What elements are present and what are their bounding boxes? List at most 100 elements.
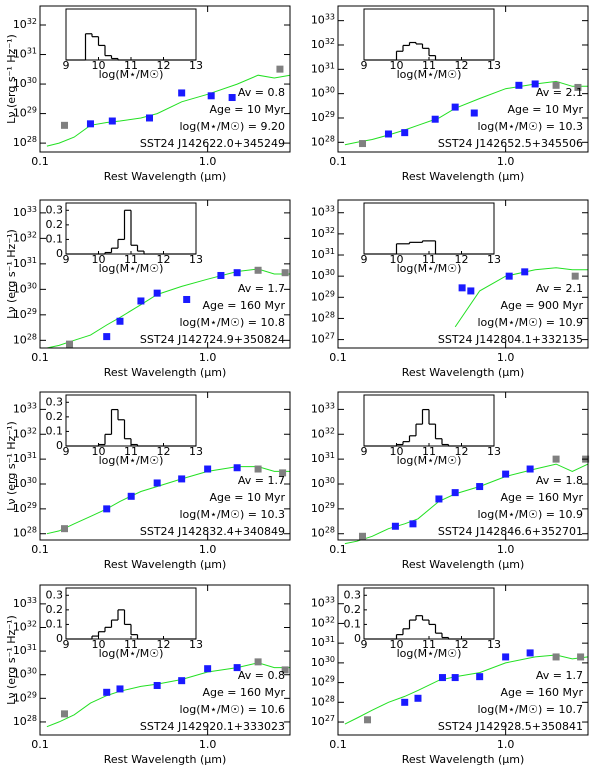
photometry-point	[435, 495, 443, 503]
y-tick-label: 1029	[311, 289, 335, 304]
plot-frame	[39, 199, 291, 349]
y-tick-label: 1031	[13, 643, 37, 658]
inset-x-tick-label: 11	[422, 59, 436, 72]
photometry-point	[552, 455, 560, 463]
y-tick-label: 1031	[311, 635, 335, 650]
inset-y-tick-label: 0	[56, 247, 63, 260]
plot-frame	[337, 199, 589, 349]
inset-x-label: log(M⋆/M☉)	[397, 68, 462, 81]
inset-x-label: log(M⋆/M☉)	[397, 262, 462, 275]
y-tick-label: 1031	[311, 247, 335, 262]
annotation: log(M⋆/M☉) = 10.3	[180, 508, 286, 521]
inset-y-tick-label: 0	[56, 632, 63, 645]
y-tick-label: 1029	[311, 109, 335, 124]
photometry-point	[276, 65, 284, 73]
y-tick-label: 1030	[13, 76, 37, 91]
photometry-point	[116, 685, 124, 693]
photometry-point	[178, 475, 186, 483]
inset-x-tick-label: 13	[189, 253, 203, 266]
annotation: SST24 J142920.1+333023	[140, 720, 285, 733]
inset-x-tick-label: 9	[63, 445, 70, 458]
y-tick-label: 1033	[311, 12, 335, 27]
photometry-point	[137, 297, 145, 305]
inset-y-tick-label: 0.3	[344, 588, 362, 601]
photometry-point	[577, 653, 585, 661]
inset-x-tick-label: 9	[361, 59, 368, 72]
inset-x-tick-label: 10	[390, 59, 404, 72]
inset-x-tick-label: 11	[422, 253, 436, 266]
y-tick-label: 1030	[311, 475, 335, 490]
panel: 0.1 1.0 Rest Wavelength (μm) 1028 1029 1030 10…	[5, 584, 291, 766]
annotation: SST24 J142832.4+340849	[140, 525, 285, 538]
plot-frame	[39, 391, 291, 541]
photometry-point	[233, 664, 241, 672]
photometry-point	[521, 268, 529, 276]
y-tick-label: 1033	[13, 595, 37, 610]
photometry-point	[552, 81, 560, 89]
y-tick-label: 1028	[13, 525, 37, 540]
x-axis-label: Rest Wavelength (μm)	[104, 170, 227, 183]
inset-y-tick-label: 0	[56, 439, 63, 452]
inset-x-tick-label: 12	[455, 638, 469, 651]
y-tick-label: 1030	[13, 666, 37, 681]
annotation: log(M⋆/M☉) = 10.6	[180, 703, 286, 716]
inset-frame	[363, 587, 495, 640]
photometry-point	[233, 269, 241, 277]
photometry-point	[86, 120, 94, 128]
x-tick-label: 0.1	[31, 543, 49, 556]
model-sed	[344, 463, 589, 545]
y-tick-label: 1031	[311, 61, 335, 76]
y-tick-label: 1031	[13, 255, 37, 270]
photometry-point	[178, 89, 186, 97]
annotation: log(M⋆/M☉) = 10.9	[478, 316, 584, 329]
photometry-point	[183, 295, 191, 303]
y-tick-label: 1030	[311, 268, 335, 283]
y-axis-label: Lν (erg s⁻¹ Hz⁻¹)	[5, 615, 18, 705]
y-tick-label: 1027	[311, 714, 335, 729]
inset-x-label: log(M⋆/M☉)	[99, 68, 164, 81]
photometry-point	[451, 103, 459, 111]
photometry-point	[254, 266, 262, 274]
y-tick-label: 1032	[13, 426, 37, 441]
annotation: Av = 1.7	[238, 282, 285, 295]
inset-x-tick-label: 9	[63, 638, 70, 651]
annotation: SST24 J142804.1+332135	[438, 333, 583, 346]
panel: 0.1 1.0 Rest Wavelength (μm) 1028 1029 1030 10…	[5, 5, 291, 183]
y-tick-label: 1029	[13, 500, 37, 515]
y-tick-label: 1033	[13, 204, 37, 219]
annotation: log(M⋆/M☉) = 9.20	[180, 120, 286, 133]
annotation: Av = 0.8	[238, 669, 285, 682]
inset-y-tick-label: 0.2	[46, 603, 64, 616]
y-axis-label: Lν (erg s⁻¹ Hz⁻¹)	[5, 34, 18, 124]
inset-x-tick-label: 11	[124, 253, 138, 266]
x-tick-label: 0.1	[31, 738, 49, 751]
photometry-point	[66, 340, 74, 348]
inset-x-tick-label: 12	[157, 445, 171, 458]
y-tick-label: 1033	[311, 204, 335, 219]
x-tick-label: 1.0	[497, 543, 515, 556]
inset-x-tick-label: 12	[157, 59, 171, 72]
y-tick-label: 1028	[311, 310, 335, 325]
annotation: Av = 0.8	[238, 86, 285, 99]
photometry-point	[571, 272, 579, 280]
photometry-point	[281, 269, 289, 277]
inset-x-tick-label: 9	[361, 253, 368, 266]
x-axis-label: Rest Wavelength (μm)	[402, 753, 525, 766]
y-tick-label: 1033	[13, 401, 37, 416]
panel: 0.1 1.0 Rest Wavelength (μm) 1027 1028 1029 10…	[311, 584, 589, 766]
inset-x-tick-label: 12	[455, 253, 469, 266]
annotation: Av = 2.1	[536, 86, 583, 99]
photometry-point	[451, 674, 459, 682]
photometry-point	[409, 520, 417, 528]
photometry-point	[431, 115, 439, 123]
inset-x-tick-label: 11	[124, 445, 138, 458]
inset-y-tick-label: 0.3	[46, 395, 64, 408]
annotation: Av = 1.8	[536, 474, 583, 487]
photometry-point	[358, 140, 366, 148]
photometry-point	[364, 716, 372, 724]
annotation: SST24 J142724.9+350824	[140, 333, 285, 346]
inset-x-label: log(M⋆/M☉)	[397, 454, 462, 467]
inset-x-tick-label: 12	[157, 638, 171, 651]
inset-y-tick-label: 0.2	[46, 218, 64, 231]
